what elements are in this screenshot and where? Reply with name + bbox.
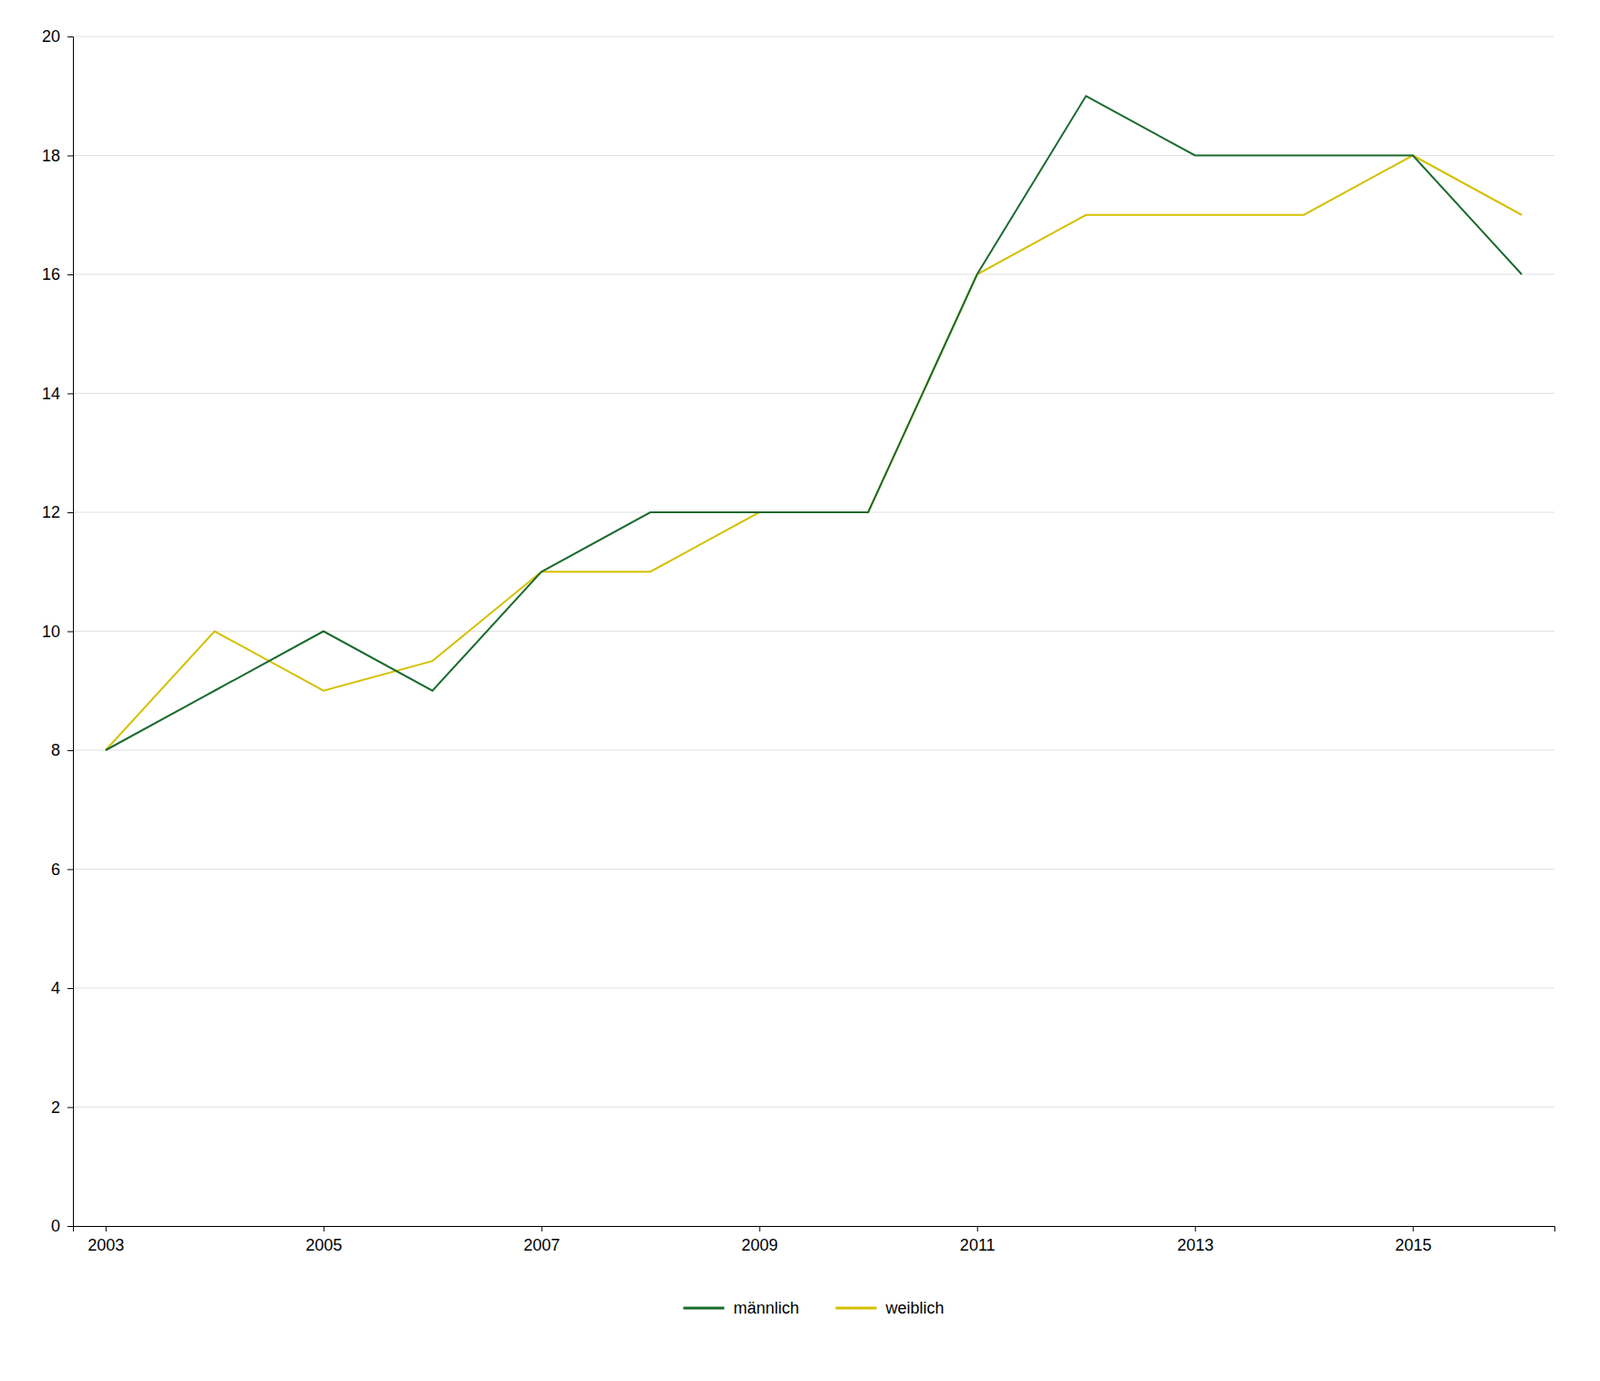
tick-label: 2009 <box>741 1236 778 1255</box>
tick: 8 <box>51 741 73 760</box>
y-axis: 0 2 4 6 8 10 12 14 16 18 20 <box>41 27 74 1236</box>
grid-line <box>72 274 1555 276</box>
tick-mark <box>977 1226 979 1232</box>
tick: 0 <box>51 1217 73 1236</box>
legend-item: weiblich <box>836 1299 945 1318</box>
tick-label: 20 <box>41 27 61 46</box>
tick-label: 8 <box>51 741 61 760</box>
tick-label: 10 <box>41 622 61 641</box>
grid-line <box>72 392 1555 394</box>
tick-label: 2005 <box>305 1236 342 1255</box>
tick-label: 18 <box>41 146 61 166</box>
grid-line <box>72 630 1555 632</box>
tick-mark <box>67 1226 73 1228</box>
axis-line <box>67 37 74 1228</box>
tick: 10 <box>41 622 73 641</box>
tick: 2 <box>51 1098 73 1117</box>
tick-mark <box>67 155 73 157</box>
tick-mark <box>67 1107 73 1109</box>
tick: 18 <box>41 146 73 166</box>
tick: 2013 <box>1176 1226 1214 1255</box>
tick-mark <box>541 1226 543 1232</box>
grid <box>72 36 1555 1227</box>
tick-label: 2003 <box>87 1236 124 1255</box>
tick-mark <box>1413 1226 1415 1232</box>
tick-label: 14 <box>41 384 61 403</box>
tick: 2011 <box>960 1226 996 1255</box>
grid-line <box>72 868 1555 870</box>
legend: männlich weiblich <box>682 1299 944 1318</box>
tick-mark <box>67 631 73 633</box>
tick-mark <box>67 988 73 990</box>
tick-label: 16 <box>41 265 61 284</box>
grid-line <box>72 36 1555 38</box>
tick-label: 12 <box>41 503 61 522</box>
tick-label: 2 <box>51 1098 61 1117</box>
tick: 4 <box>51 979 73 998</box>
tick: 2007 <box>523 1226 560 1255</box>
tick-label: 2015 <box>1394 1236 1432 1255</box>
tick-label: 0 <box>51 1217 61 1236</box>
series-line <box>105 155 1522 752</box>
tick-mark <box>67 750 73 752</box>
legend-label: männlich <box>732 1299 799 1318</box>
tick-label: 2011 <box>960 1236 996 1255</box>
marks <box>105 95 1522 751</box>
tick: 14 <box>41 384 73 403</box>
tick: 6 <box>51 860 73 879</box>
tick: 20 <box>41 27 73 46</box>
tick-mark <box>67 274 73 276</box>
legend-label: weiblich <box>885 1299 945 1318</box>
tick-label: 4 <box>51 979 61 998</box>
tick: 16 <box>41 265 73 284</box>
tick-label: 6 <box>51 860 61 879</box>
tick-label: 2007 <box>523 1236 560 1255</box>
tick-mark <box>67 393 73 395</box>
tick-mark <box>105 1226 107 1232</box>
chart-svg: 2003 2005 2007 2009 2011 2013 2015 0 2 4 6 8 10 12 14 1… <box>0 0 1600 1381</box>
chart-container: 2003 2005 2007 2009 2011 2013 2015 0 2 4 6 8 10 12 14 1… <box>0 0 1600 1381</box>
tick-mark <box>67 36 73 38</box>
tick-label: 2013 <box>1176 1236 1214 1255</box>
tick-mark <box>759 1226 761 1232</box>
tick: 2005 <box>305 1226 342 1255</box>
tick-mark <box>1195 1226 1197 1232</box>
legend-item: männlich <box>682 1299 799 1318</box>
axis-line <box>73 1227 1556 1233</box>
x-axis: 2003 2005 2007 2009 2011 2013 2015 <box>73 1226 1556 1255</box>
legend-swatch <box>836 1307 878 1311</box>
grid-line <box>72 988 1555 990</box>
tick: 2003 <box>87 1226 124 1255</box>
plot-root: 2003 2005 2007 2009 2011 2013 2015 0 2 4 6 8 10 12 14 1… <box>41 27 1556 1255</box>
series-line <box>105 95 1522 751</box>
legend-swatch <box>682 1307 724 1311</box>
tick-mark <box>67 512 73 514</box>
grid-line <box>72 1106 1555 1108</box>
tick-mark <box>323 1226 325 1232</box>
tick: 12 <box>41 503 73 522</box>
tick-mark <box>67 869 73 871</box>
tick: 2009 <box>741 1226 778 1255</box>
tick: 2015 <box>1394 1226 1432 1255</box>
grid-line <box>72 750 1555 752</box>
